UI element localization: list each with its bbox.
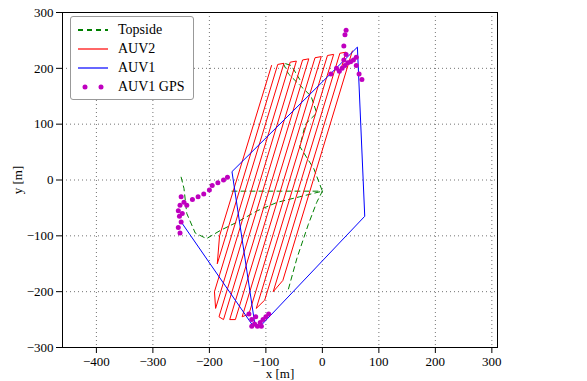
svg-text:300: 300 — [482, 354, 502, 369]
html-text:AUV1 GPS: AUV1 GPS — [118, 79, 185, 94]
svg-text:−300: −300 — [139, 354, 166, 369]
svg-text:300: 300 — [34, 5, 54, 20]
svg-text:x [m]: x [m] — [266, 366, 295, 381]
html-text:AUV2: AUV2 — [118, 41, 156, 56]
svg-text:0: 0 — [319, 354, 326, 369]
svg-text:200: 200 — [34, 60, 54, 75]
svg-text:−100: −100 — [252, 353, 280, 369]
svg-text:−200: −200 — [27, 284, 54, 299]
svg-text:0: 0 — [47, 172, 54, 187]
svg-text:−400: −400 — [83, 354, 110, 369]
svg-text:y [m]: y [m] — [10, 166, 25, 195]
svg-text:−200: −200 — [196, 354, 223, 369]
html-text:AUV1: AUV1 — [118, 60, 156, 75]
html-text:Topside: Topside — [118, 22, 163, 37]
svg-text:−300: −300 — [27, 340, 54, 355]
svg-text:100: 100 — [369, 354, 389, 369]
svg-text:200: 200 — [426, 354, 446, 369]
svg-text:−100: −100 — [27, 228, 54, 243]
svg-text:100: 100 — [34, 116, 54, 131]
